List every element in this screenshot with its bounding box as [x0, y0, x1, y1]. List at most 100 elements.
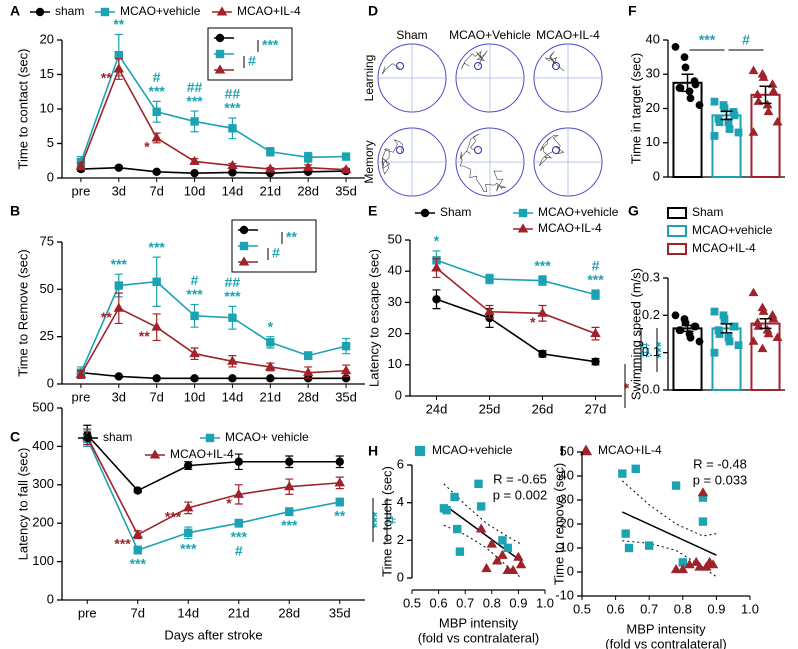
x-tick-label: 21d — [259, 389, 281, 404]
data-point — [481, 562, 492, 573]
x-axis-label: MBP intensity — [439, 615, 519, 630]
data-point — [75, 160, 87, 170]
series-line — [80, 280, 347, 373]
legend-label: MCAO+IL-4 — [598, 443, 662, 457]
y-tick-label: 0.2 — [642, 307, 660, 322]
comparison: *** — [699, 32, 716, 48]
x-tick-label: 35d — [335, 389, 357, 404]
y-tick-label: 6 — [397, 456, 404, 471]
inset-marker — [239, 225, 249, 235]
y-tick-label: 50 — [388, 231, 402, 246]
legend-marker — [205, 433, 215, 443]
data-point — [341, 152, 351, 161]
data-point — [189, 348, 200, 358]
x-tick-label: 0.7 — [456, 595, 474, 610]
data-point — [734, 341, 743, 350]
data-point — [671, 481, 681, 490]
platform — [552, 62, 560, 70]
data-point — [671, 311, 680, 320]
data-point — [335, 457, 344, 466]
error-bar — [759, 317, 772, 330]
comparison: * — [621, 383, 637, 389]
significance: ** — [139, 328, 150, 344]
significance: *** — [231, 529, 248, 545]
data-point — [691, 556, 702, 566]
data-point — [485, 274, 494, 284]
row-label: Learning — [362, 55, 376, 102]
y-tick-label: 20 — [646, 100, 660, 115]
data-point — [772, 116, 783, 126]
data-point — [710, 132, 719, 140]
data-point — [184, 461, 193, 470]
series-line — [80, 67, 347, 171]
data-point — [686, 94, 695, 103]
data-point — [538, 349, 547, 359]
y-axis-label: Latency to fall (sec) — [15, 448, 30, 561]
data-point — [680, 53, 689, 62]
data-point — [538, 276, 547, 285]
data-point — [763, 328, 774, 338]
data-point — [621, 529, 630, 538]
swim-track — [459, 133, 506, 193]
data-point — [152, 107, 161, 116]
data-point — [190, 117, 199, 126]
data-point — [266, 338, 275, 347]
panel-label: B — [10, 203, 20, 219]
data-point — [285, 507, 294, 516]
data-point — [753, 96, 764, 105]
series-line — [80, 307, 347, 375]
data-point — [114, 50, 124, 60]
x-tick-label: 0.9 — [707, 601, 725, 616]
data-point — [618, 469, 627, 478]
panel-label: I — [560, 443, 564, 459]
x-tick-label: 0.6 — [430, 595, 448, 610]
data-point — [695, 101, 704, 109]
data-point — [265, 163, 276, 173]
data-point — [474, 479, 483, 489]
data-point — [442, 506, 451, 515]
x-tick-label: 3d — [112, 183, 126, 198]
significance: ## — [225, 274, 241, 290]
significance: ** — [334, 508, 345, 524]
y-axis-label: Latency to escape (sec) — [366, 249, 381, 387]
data-point — [152, 374, 161, 383]
significance: # — [153, 69, 161, 85]
y-axis-label: Time to remove (sec) — [551, 463, 566, 585]
panel-label: A — [10, 3, 20, 19]
data-point — [228, 168, 237, 177]
legend-marker — [149, 449, 161, 459]
data-point — [486, 538, 498, 548]
statistic: R = -0.48 — [693, 456, 747, 471]
comparison: ## — [637, 342, 653, 358]
data-point — [340, 365, 352, 375]
data-point — [725, 337, 734, 346]
platform — [474, 146, 482, 154]
swim-track — [381, 63, 401, 75]
data-point — [498, 536, 507, 545]
data-point — [590, 327, 601, 338]
x-tick-label: 1.0 — [741, 601, 759, 616]
data-point — [758, 306, 769, 315]
significance: *** — [130, 556, 147, 572]
significance: *** — [186, 93, 203, 109]
significance: *** — [149, 83, 166, 99]
x-tick-label: 3d — [112, 389, 126, 404]
y-tick-label: 0 — [47, 375, 54, 390]
fit-line — [622, 511, 717, 556]
data-point — [767, 79, 778, 88]
y-tick-label: 5 — [47, 135, 54, 150]
y-tick-label: 200 — [32, 515, 54, 530]
y-tick-label: 2 — [397, 532, 404, 547]
series-line — [435, 267, 596, 335]
significance: *** — [149, 239, 166, 255]
data-point — [266, 147, 275, 156]
data-point — [591, 357, 600, 366]
y-tick-label: 15 — [40, 66, 54, 81]
y-axis-label: Time to touch (sec) — [379, 466, 394, 577]
legend-swatch — [667, 243, 687, 255]
column-label: MCAO+IL-4 — [536, 28, 600, 42]
x-axis-label: MBP intensity — [626, 621, 706, 636]
y-tick-label: 40 — [388, 263, 402, 278]
x-tick-label: 35d — [329, 605, 351, 620]
y-tick-label: 75 — [40, 233, 54, 248]
